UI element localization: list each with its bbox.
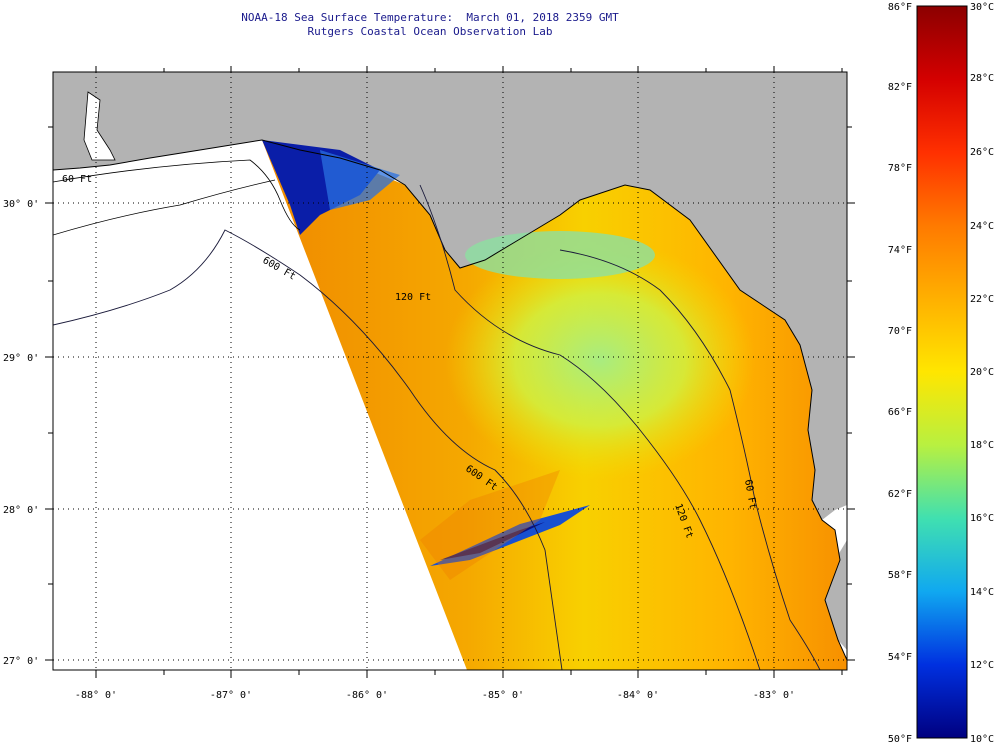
legend-f-label: 74°F [888,245,912,256]
contour-label: 60 Ft [62,174,92,185]
lon-label: -87° 0' [210,690,252,701]
lat-label: 28° 0' [3,505,39,516]
legend-c-label: 18°C [970,440,994,451]
lat-label: 30° 0' [3,199,39,210]
lon-label: -88° 0' [75,690,117,701]
lon-label: -83° 0' [753,690,795,701]
legend-f-label: 78°F [888,163,912,174]
legend-c-label: 14°C [970,587,994,598]
coastline [53,139,847,661]
legend-f-label: 70°F [888,326,912,337]
contour-600ft-west [53,229,563,670]
lon-label: -84° 0' [617,690,659,701]
legend-f-label: 62°F [888,489,912,500]
legend-f-label: 86°F [888,2,912,13]
legend-c-label: 12°C [970,660,994,671]
legend-c-label: 10°C [970,734,994,745]
chart-subtitle: Rutgers Coastal Ocean Observation Lab [307,25,553,38]
contour-120ft-east [419,184,761,670]
lon-label: -86° 0' [346,690,388,701]
temperature-color-bar [916,5,968,739]
lat-label: 27° 0' [3,656,39,667]
legend-c-label: 30°C [970,2,994,13]
map-frame [52,71,848,671]
legend-c-label: 24°C [970,221,994,232]
legend-c-label: 16°C [970,513,994,524]
land-peninsula [825,540,847,650]
contour-120ft-west [53,179,276,236]
contour-label: 60 Ft [742,479,758,511]
legend-c-label: 26°C [970,147,994,158]
legend-f-label: 66°F [888,407,912,418]
land-panhandle [53,72,847,520]
cool-water-patch [445,240,755,480]
bay-outline [83,91,116,161]
legend-c-label: 22°C [970,294,994,305]
contour-60ft-west [53,159,301,231]
lon-label: -85° 0' [482,690,524,701]
cold-streak-core [440,522,545,560]
cold-band-north-edge [320,150,400,210]
chart-title: NOAA-18 Sea Surface Temperature: March 0… [241,11,619,24]
legend-c-label: 20°C [970,367,994,378]
lat-label: 29° 0' [3,353,39,364]
legend-c-label: 28°C [970,73,994,84]
warm-band [420,470,560,580]
legend-f-label: 54°F [888,652,912,663]
contour-60ft-east [559,249,821,670]
legend-f-label: 50°F [888,734,912,745]
contour-label: 120 Ft [395,292,431,303]
legend-f-label: 82°F [888,82,912,93]
legend-f-label: 58°F [888,570,912,581]
